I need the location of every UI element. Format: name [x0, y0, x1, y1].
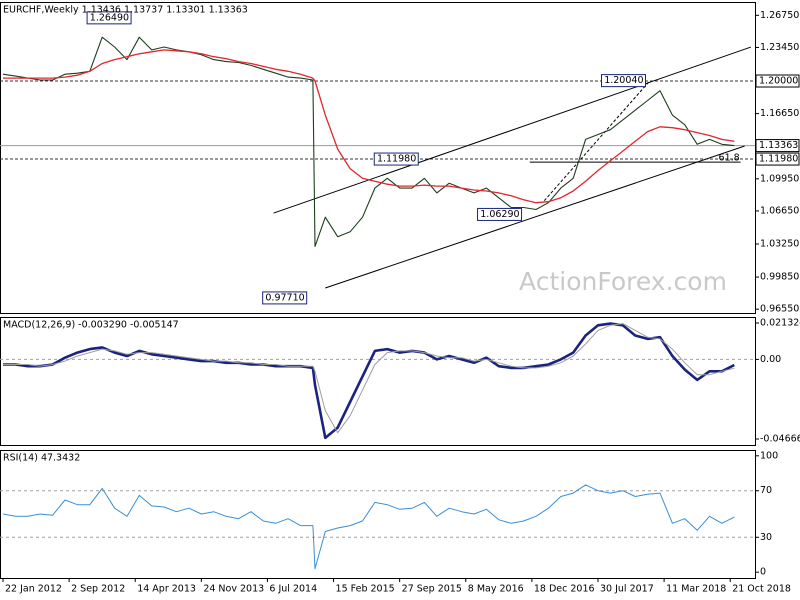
annotation-box	[262, 291, 308, 305]
y-tick-label: 0.99850	[760, 272, 799, 283]
pane-title: EURCHF,Weekly 1.13436 1.13737 1.13301 1.…	[3, 5, 248, 16]
trend-line	[543, 80, 651, 202]
y-tick-label: 0.96550	[760, 304, 799, 315]
trend-line	[325, 145, 745, 289]
series-line	[3, 49, 735, 204]
x-tick-label: 14 Apr 2013	[137, 584, 196, 595]
x-tick-label: 2 Sep 2012	[71, 584, 125, 595]
annotation-label: 0.97710	[265, 292, 304, 303]
price-label: 1.11980	[759, 154, 798, 165]
series-line	[3, 322, 735, 440]
x-tick-label: 8 May 2016	[468, 584, 524, 595]
y-tick-label: 0.021324	[760, 317, 800, 328]
annotation-label: 1.26490	[90, 12, 129, 23]
x-tick-label: 24 Nov 2013	[203, 584, 264, 595]
x-tick-label: 22 Jan 2012	[5, 584, 62, 595]
y-tick-label: 30	[760, 532, 772, 543]
x-tick-label: 21 Oct 2018	[732, 584, 791, 595]
y-tick-label: 1.09950	[760, 173, 799, 184]
y-tick-label: 100	[760, 450, 778, 461]
y-tick-label: 1.23450	[760, 42, 799, 53]
price-label-box	[755, 139, 800, 153]
series-line	[2, 484, 735, 570]
series-line	[3, 323, 735, 434]
annotation-label: 1.20040	[604, 75, 643, 86]
price-label-box	[755, 152, 800, 166]
y-tick-label: 70	[760, 485, 772, 496]
annotation-box	[477, 207, 523, 221]
x-tick-label: 27 Sep 2015	[402, 584, 462, 595]
watermark: ActionForex.com	[519, 267, 727, 296]
y-tick-label: 0	[760, 567, 766, 578]
y-tick-label: -0.046663	[760, 433, 800, 444]
y-tick-label: 1.06650	[760, 205, 799, 216]
pane-frame	[0, 317, 756, 446]
price-label: 1.20000	[759, 76, 798, 87]
pane-frame	[0, 450, 756, 579]
annotation-box	[601, 74, 647, 88]
annotation-box	[86, 11, 132, 25]
annotation-box	[373, 152, 419, 166]
fib-label: 61.8	[719, 153, 740, 164]
y-tick-label: 1.03250	[760, 239, 799, 250]
x-tick-label: 30 Jul 2017	[600, 584, 654, 595]
y-tick-label: 1.26750	[760, 10, 799, 21]
y-tick-label: 1.16650	[760, 108, 799, 119]
trend-line	[273, 46, 752, 214]
price-label: 1.13363	[759, 140, 798, 151]
annotation-label: 1.06290	[480, 209, 519, 220]
pane-title: MACD(12,26,9) -0.003290 -0.005147	[3, 320, 179, 331]
annotation-label: 1.11980	[377, 154, 416, 165]
x-tick-label: 6 Jul 2014	[269, 584, 317, 595]
price-label-box	[755, 74, 800, 88]
series-line	[2, 36, 735, 247]
x-tick-label: 18 Dec 2016	[534, 584, 595, 595]
pane-title: RSI(14) 47.3432	[3, 453, 80, 464]
x-tick-label: 11 Mar 2018	[666, 584, 726, 595]
x-tick-label: 15 Feb 2015	[336, 584, 395, 595]
y-tick-label: 0.00	[760, 354, 781, 365]
